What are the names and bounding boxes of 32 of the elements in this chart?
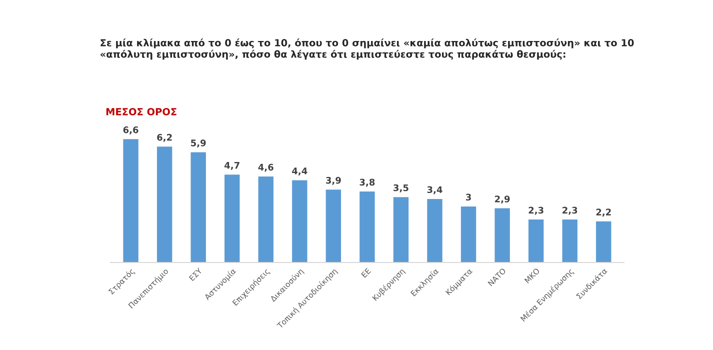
data-label: 6,2: [157, 134, 172, 142]
bar: [123, 139, 138, 262]
data-label: 4,6: [258, 164, 274, 172]
bar: [562, 220, 578, 262]
bar: [190, 152, 206, 262]
bar: [292, 180, 308, 262]
data-label: 4,7: [224, 162, 240, 170]
bar: [393, 197, 409, 262]
bar: [258, 176, 274, 262]
bar: [596, 221, 612, 262]
bar: [460, 206, 476, 262]
bar: [156, 146, 172, 262]
data-label: 2,3: [528, 206, 544, 215]
data-label: 3: [466, 194, 471, 201]
bar: [326, 190, 342, 262]
data-label: 6,6: [123, 126, 138, 134]
data-label: 3,5: [394, 184, 408, 192]
chart-title: Σε μία κλίμακα από το 0 έως το 10, όπου το 0 σημαίνει «καμία απολύτως εμπιστοσύνη» και το 10 «απόλυτη εμπιστοσύνη», πόσο θα λέγατε ότι εμπιστεύεστε τους παρακάτω θεσμούς:: [100, 38, 634, 60]
data-label: 4,4: [292, 168, 308, 176]
data-label: 3,4: [427, 186, 442, 194]
bar: [360, 191, 375, 262]
chart-subtitle: ΜΕΣΟΣ ΟΡΟΣ: [106, 108, 176, 116]
data-label: 3,9: [326, 176, 341, 185]
bar: [224, 174, 240, 262]
data-label: 3,8: [360, 178, 375, 187]
data-label: 2,3: [562, 206, 578, 215]
data-label: 2,2: [596, 208, 611, 217]
bar: [427, 198, 442, 262]
data-label: 5,9: [191, 140, 206, 148]
data-label: 2,9: [495, 196, 510, 204]
bar: [494, 208, 510, 262]
bar: [528, 220, 544, 262]
